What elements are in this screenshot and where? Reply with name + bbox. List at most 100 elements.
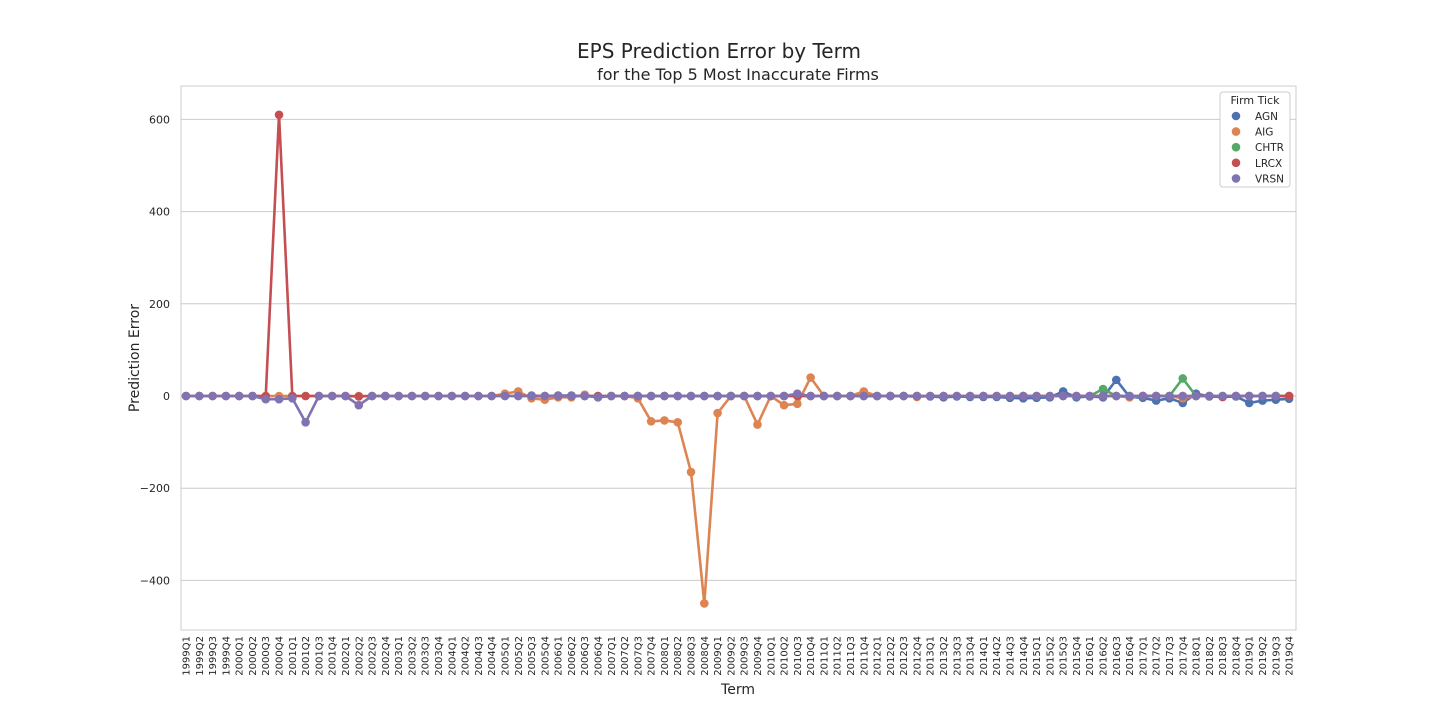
- chart-subtitle: for the Top 5 Most Inaccurate Firms: [597, 65, 879, 84]
- x-tick-label: 2007Q4: [647, 636, 658, 676]
- data-point: [979, 391, 988, 401]
- x-tick-label: 2010Q3: [793, 636, 804, 676]
- legend-items: AGN AIG CHTR LRCX VRSN: [1231, 111, 1284, 185]
- data-point: [912, 391, 922, 401]
- data-point: [1072, 391, 1081, 401]
- x-tick-label: 2013Q4: [966, 636, 977, 676]
- data-point: [381, 391, 390, 401]
- data-point: [939, 391, 948, 401]
- plot-area-frame: [180, 85, 1297, 631]
- data-point: [1284, 391, 1294, 401]
- x-tick-label: 2001Q2: [301, 636, 312, 676]
- data-point: [208, 391, 217, 401]
- data-point: [793, 389, 802, 398]
- x-tick-label: 2008Q1: [660, 636, 671, 676]
- data-point: [1032, 391, 1041, 401]
- x-tick-label: 2007Q2: [620, 636, 631, 676]
- legend-entry: CHTR: [1255, 142, 1284, 154]
- x-tick-label: 2016Q2: [1099, 636, 1110, 676]
- x-tick-label: 2017Q1: [1138, 636, 1149, 676]
- data-point: [1178, 391, 1188, 401]
- data-point: [1244, 398, 1254, 408]
- data-point: [673, 417, 683, 427]
- x-tick-label: 2001Q3: [314, 636, 325, 676]
- data-point: [766, 391, 776, 401]
- x-tick-label: 2016Q3: [1112, 636, 1123, 676]
- data-point: [194, 391, 204, 401]
- data-point: [872, 391, 882, 401]
- x-tick-label: 2005Q4: [540, 636, 551, 676]
- data-point: [700, 391, 709, 401]
- data-point: [341, 391, 350, 401]
- legend: Firm Tick AGN AIG CHTR LRCX VRSN: [1219, 91, 1291, 188]
- data-point: [460, 391, 470, 401]
- data-point: [1244, 391, 1254, 401]
- legend-marker: [1231, 111, 1241, 121]
- data-point: [593, 393, 603, 402]
- x-tick-label: 2012Q4: [912, 636, 923, 676]
- data-point: [819, 391, 829, 401]
- x-tick-label: 1999Q1: [182, 636, 193, 676]
- x-tick-label: 2002Q2: [354, 636, 365, 676]
- y-axis-label: Prediction Error: [127, 304, 143, 412]
- x-tick-label: 2004Q1: [447, 636, 458, 676]
- data-point: [513, 391, 523, 401]
- data-point: [354, 392, 364, 401]
- data-point: [686, 391, 696, 401]
- x-tick-label: 2009Q4: [753, 636, 764, 676]
- data-point: [274, 394, 284, 404]
- data-point: [1058, 391, 1068, 401]
- data-point: [859, 391, 869, 401]
- data-point: [686, 467, 696, 477]
- y-tick-label: −400: [140, 574, 170, 587]
- y-tick-label: −200: [140, 482, 170, 495]
- data-point: [580, 391, 589, 401]
- data-point: [1018, 391, 1028, 401]
- data-point: [527, 391, 536, 401]
- data-point: [447, 391, 457, 401]
- series-agn: [527, 375, 1294, 408]
- x-tick-label: 2011Q2: [833, 636, 844, 676]
- data-point: [779, 391, 789, 401]
- data-point: [553, 391, 563, 401]
- x-tick-label: 2013Q3: [952, 636, 963, 676]
- data-point: [1271, 391, 1281, 401]
- series-lrcx: [181, 110, 1294, 402]
- data-point: [474, 391, 483, 401]
- x-tick-label: 2018Q1: [1192, 636, 1203, 676]
- data-point: [354, 400, 364, 410]
- x-tick-label: 2014Q3: [1005, 636, 1016, 676]
- x-tick-label: 2006Q1: [554, 636, 565, 676]
- data-point: [806, 373, 815, 382]
- data-point: [500, 391, 510, 401]
- x-tick-label: 2003Q3: [421, 636, 432, 676]
- x-tick-label: 2004Q2: [461, 636, 472, 676]
- x-tick-label: 2015Q1: [1032, 636, 1043, 676]
- data-point: [487, 391, 496, 401]
- x-tick-label: 2018Q2: [1205, 636, 1216, 676]
- data-point: [739, 391, 749, 401]
- data-point: [646, 417, 656, 426]
- x-tick-label: 2000Q2: [248, 636, 259, 676]
- x-tick-label: 2003Q2: [407, 636, 418, 676]
- x-tick-label: 2005Q3: [527, 636, 538, 676]
- y-tick-label: 0: [163, 390, 170, 403]
- data-point: [726, 391, 736, 401]
- legend-title: Firm Tick: [1231, 94, 1281, 107]
- data-point: [713, 391, 722, 401]
- x-tick-label: 2002Q3: [368, 636, 379, 676]
- data-point: [633, 391, 643, 401]
- data-point: [1178, 374, 1188, 383]
- data-point: [700, 599, 709, 608]
- x-tick-label: 2000Q4: [275, 636, 286, 676]
- data-point: [301, 391, 310, 401]
- x-tick-label: 2019Q2: [1258, 636, 1269, 676]
- x-tick-label: 2019Q4: [1285, 636, 1296, 676]
- data-point: [1218, 391, 1227, 401]
- x-tick-label: 2009Q1: [713, 636, 724, 676]
- series-vrsn: [181, 389, 1281, 427]
- x-tick-label: 2011Q4: [859, 636, 870, 676]
- data-point: [407, 391, 417, 401]
- series-line: [186, 113, 1290, 399]
